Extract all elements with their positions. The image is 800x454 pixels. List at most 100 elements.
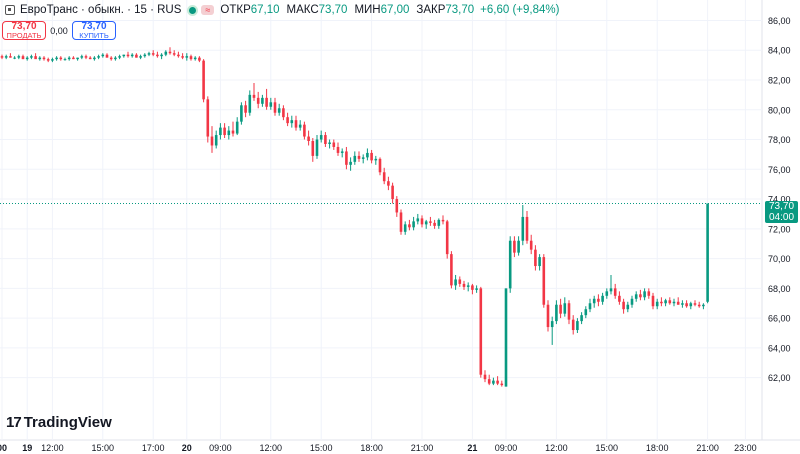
change-value: +6,60 (+9,84%) [480, 4, 560, 16]
candle [387, 176, 390, 191]
candle [80, 54, 84, 60]
candle [139, 54, 142, 60]
candle [72, 56, 75, 60]
candle [370, 149, 373, 164]
candle [433, 219, 436, 229]
candle [563, 297, 567, 317]
candle [248, 90, 252, 116]
price-tick-label: 68,00 [768, 284, 791, 294]
candle-countdown: 04:00 [768, 212, 795, 223]
candle [235, 117, 239, 136]
candle [559, 298, 562, 319]
candle [517, 236, 520, 256]
time-tick-label: 21:00 [696, 443, 719, 453]
candle [366, 148, 369, 161]
candle [592, 295, 596, 308]
buy-button[interactable]: 73,70 КУПИТЬ [72, 21, 116, 40]
equals-icon: ≈ [201, 5, 215, 15]
chart-symbol-icon[interactable] [5, 5, 15, 15]
candle [17, 54, 21, 60]
candle [534, 245, 537, 271]
price-axis[interactable]: 62,00 64,00 66,00 68,00 70,00 72,00 74,00 76,00… [768, 16, 791, 383]
candle [361, 154, 365, 164]
buy-price: 73,70 [81, 20, 107, 32]
candle [399, 209, 403, 235]
candle [303, 121, 306, 140]
candle [685, 300, 688, 308]
low-value: 67,00 [380, 4, 410, 16]
time-tick-label: 12:00 [260, 443, 283, 453]
candle [0, 54, 4, 60]
candle [172, 50, 176, 57]
candle [240, 102, 243, 125]
candle [479, 286, 483, 378]
candle [395, 196, 399, 217]
candle [101, 53, 105, 58]
candle [198, 56, 201, 63]
candle [93, 56, 96, 61]
candle [580, 312, 583, 325]
candle [290, 115, 294, 128]
close-label: ЗАКР [416, 4, 446, 16]
candle [38, 56, 42, 61]
sell-price: 73,70 [11, 20, 37, 32]
candle [403, 221, 407, 235]
candle [529, 234, 533, 255]
candle [42, 56, 46, 61]
price-tick-label: 78,00 [768, 135, 791, 145]
price-tick-label: 74,00 [768, 195, 791, 205]
candle [660, 297, 663, 307]
time-tick-label: 12:00 [41, 443, 64, 453]
candle [193, 56, 197, 61]
price-tick-label: 80,00 [768, 105, 791, 115]
time-axis[interactable]: 00 19 12:00 15:00 17:00 20 09:00 12:00 15:00 18:0… [0, 443, 757, 453]
price-tick-label: 66,00 [768, 314, 791, 324]
price-tick-label: 62,00 [768, 373, 791, 383]
candle [639, 289, 642, 301]
candle [202, 59, 205, 103]
candle [408, 219, 411, 231]
candle [76, 57, 79, 61]
candle [643, 288, 646, 301]
candle [655, 298, 659, 310]
close-value: 73,70 [445, 4, 475, 16]
candle [328, 139, 331, 149]
candle [702, 303, 705, 310]
candle [601, 292, 604, 305]
candle [227, 126, 231, 140]
candle [378, 157, 382, 176]
candle [571, 315, 575, 335]
candle [122, 54, 126, 58]
tradingview-logo-icon: 17 [6, 414, 22, 431]
candle [151, 50, 155, 57]
candle [59, 56, 63, 61]
sell-button[interactable]: 73,70 ПРОДАТЬ [2, 21, 46, 40]
candle [181, 53, 184, 60]
candle [13, 56, 16, 60]
candle [345, 146, 348, 170]
candle [97, 54, 100, 60]
candle [286, 112, 289, 127]
candle [382, 167, 386, 185]
open-label: ОТКР [220, 4, 251, 16]
candle [340, 148, 344, 158]
candle [336, 142, 340, 156]
candle [67, 56, 71, 61]
candle [298, 120, 302, 131]
time-tick-label: 21 [467, 443, 477, 453]
candle [164, 50, 168, 57]
candle [391, 182, 394, 204]
candle [168, 47, 172, 55]
last-price-tag: 73,70 04:00 [765, 201, 798, 223]
trade-panel: 73,70 ПРОДАТЬ 0,00 73,70 КУПИТЬ [2, 21, 116, 40]
candle [277, 103, 281, 116]
candle [576, 318, 579, 334]
sell-label: ПРОДАТЬ [6, 30, 42, 40]
candle [689, 301, 693, 310]
candle [210, 126, 214, 153]
candle [353, 151, 357, 165]
tradingview-logo[interactable]: 17 TradingView [6, 414, 112, 431]
candle [450, 251, 453, 289]
symbol-title[interactable]: ЕвроТранс · обыкн. · 15 · RUS [20, 4, 182, 16]
